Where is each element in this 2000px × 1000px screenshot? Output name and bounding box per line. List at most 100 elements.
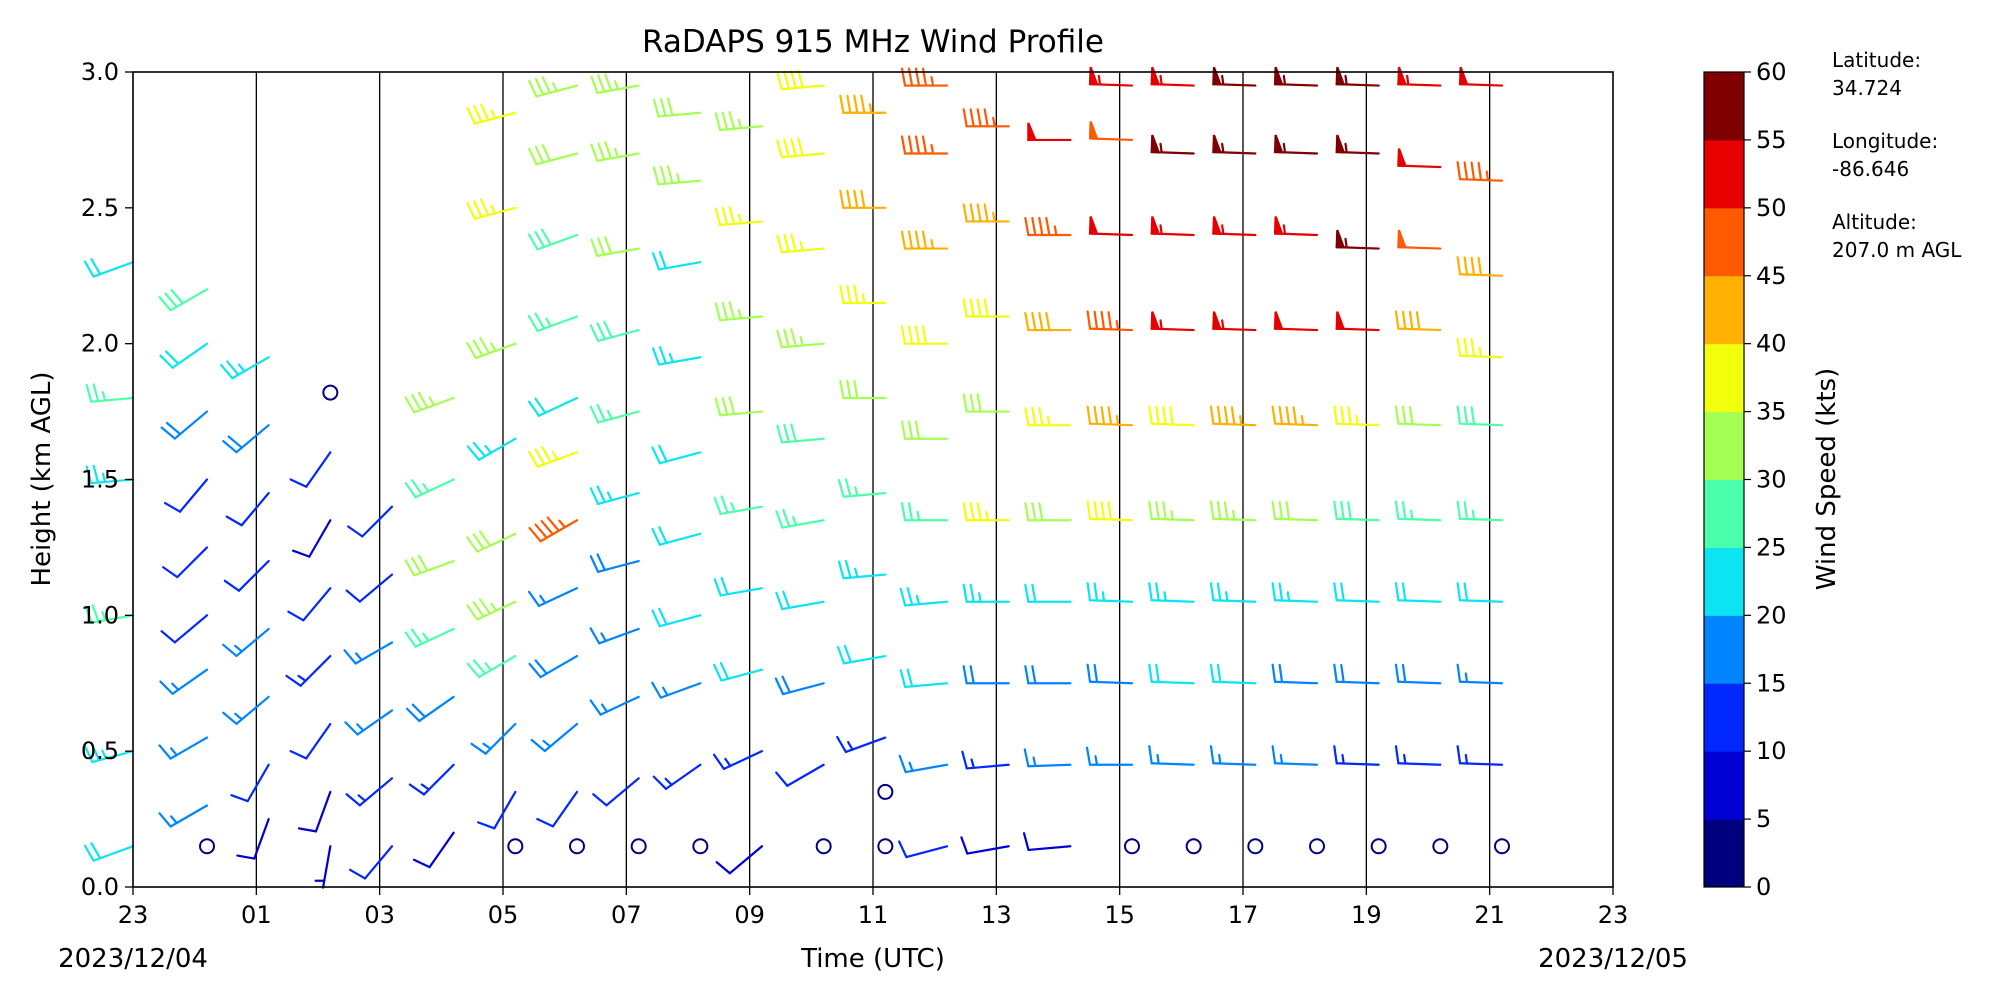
wind-barb: [960, 836, 1010, 855]
barb-full-flag: [836, 735, 847, 754]
wind-barb: [536, 790, 579, 828]
barb-full-flag: [1278, 405, 1284, 426]
wind-barb: [776, 69, 825, 91]
barb-half-flag: [1279, 753, 1284, 765]
barb-full-flag: [1209, 745, 1215, 765]
barb-full-flag: [534, 77, 545, 96]
barb-full-flag: [91, 604, 100, 623]
barb-full-flag: [1086, 582, 1092, 602]
barb-full-flag: [775, 510, 784, 529]
barb-full-flag: [1470, 256, 1476, 276]
barb-full-flag: [853, 189, 859, 209]
barb-full-flag: [84, 745, 94, 764]
barb-full-flag: [466, 662, 481, 679]
wind-barb: [1456, 663, 1504, 685]
barb-half-flag: [613, 147, 620, 159]
barb-full-flag: [1024, 407, 1030, 427]
y-tick-label: 1.0: [81, 601, 119, 629]
wind-barb: [962, 583, 1010, 603]
wind-barb: [715, 845, 764, 875]
barb-full-flag: [1456, 405, 1462, 425]
wind-barb: [83, 258, 135, 278]
barb-pennant: [1027, 122, 1037, 142]
barb-shaft: [240, 491, 270, 527]
barb-full-flag: [651, 609, 661, 628]
barb-full-flag: [969, 393, 975, 413]
wind-barb: [776, 328, 825, 349]
barb-half-flag: [930, 143, 935, 155]
wind-barb: [225, 491, 270, 527]
barb-shaft: [314, 790, 332, 833]
barb-pennant: [1397, 229, 1407, 249]
wind-barb: [714, 110, 764, 132]
wind-barb: [589, 403, 640, 424]
x-tick-label: 19: [1351, 901, 1382, 929]
barb-half-flag: [868, 103, 873, 114]
barb-half-flag: [992, 211, 996, 223]
barb-full-flag: [714, 302, 722, 322]
barb-half-flag: [737, 213, 743, 225]
wind-barb: [220, 356, 270, 380]
barb-full-flag: [158, 296, 172, 312]
wind-barb: [527, 587, 579, 608]
barb-full-flag: [1463, 161, 1469, 181]
barb-full-flag: [846, 94, 852, 114]
barb-full-flag: [220, 363, 234, 380]
calm-circle: [877, 838, 894, 855]
barb-full-flag: [472, 339, 484, 357]
barb-full-flag: [404, 631, 417, 648]
wind-barb: [961, 750, 1010, 770]
barb-full-flag: [1456, 256, 1462, 276]
wind-barb: [1394, 405, 1442, 427]
barb-full-flag: [470, 742, 487, 755]
barb-full-flag: [651, 681, 662, 699]
barb-full-flag: [962, 203, 968, 223]
wind-barb: [1394, 663, 1442, 685]
barb-full-flag: [652, 775, 668, 790]
barb-half-flag: [1221, 142, 1225, 154]
barb-full-flag: [225, 515, 243, 527]
wind-barb: [528, 76, 579, 98]
colorbar-tick-label: 35: [1756, 398, 1787, 426]
barb-full-flag: [590, 143, 599, 162]
calm-circle: [1370, 838, 1387, 855]
barb-full-flag: [719, 661, 730, 680]
barb-full-flag: [1340, 405, 1345, 426]
barb-shaft: [308, 519, 332, 558]
barb-full-flag: [1216, 582, 1222, 602]
barb-full-flag: [527, 400, 541, 417]
wind-barb: [900, 420, 949, 440]
barb-full-flag: [1347, 405, 1352, 426]
barb-half-flag: [490, 602, 498, 612]
wind-barb: [289, 451, 332, 488]
wind-barb: [652, 763, 702, 790]
barb-full-flag: [1085, 746, 1092, 766]
wind-barb: [405, 695, 455, 723]
barb-half-flag: [539, 594, 547, 605]
calm-circle: [507, 838, 524, 855]
barb-half-flag: [237, 363, 246, 373]
barb-shaft: [305, 722, 332, 760]
barb-pennant: [1335, 311, 1346, 331]
barb-half-flag: [724, 757, 732, 768]
barb-full-flag: [839, 189, 845, 209]
barb-shaft: [605, 777, 640, 807]
barb-half-flag: [730, 502, 736, 513]
barb-full-flag: [1401, 663, 1407, 684]
barb-half-flag: [1464, 753, 1469, 765]
barb-half-flag: [915, 594, 921, 606]
barb-full-flag: [285, 674, 302, 687]
barb-full-flag: [836, 646, 846, 665]
barb-full-flag: [1278, 500, 1284, 521]
wind-barb: [713, 495, 764, 516]
wind-barb: [466, 530, 517, 553]
barb-shaft: [966, 845, 1010, 855]
barb-full-flag: [651, 446, 661, 465]
colorbar-tick-label: 0: [1756, 873, 1771, 901]
wind-barb: [528, 654, 579, 679]
barb-full-flag: [775, 591, 784, 611]
barb-full-flag: [658, 444, 668, 463]
x-tick-label: 17: [1228, 901, 1259, 929]
barb-full-flag: [1271, 500, 1277, 520]
barb-half-flag: [676, 173, 681, 184]
